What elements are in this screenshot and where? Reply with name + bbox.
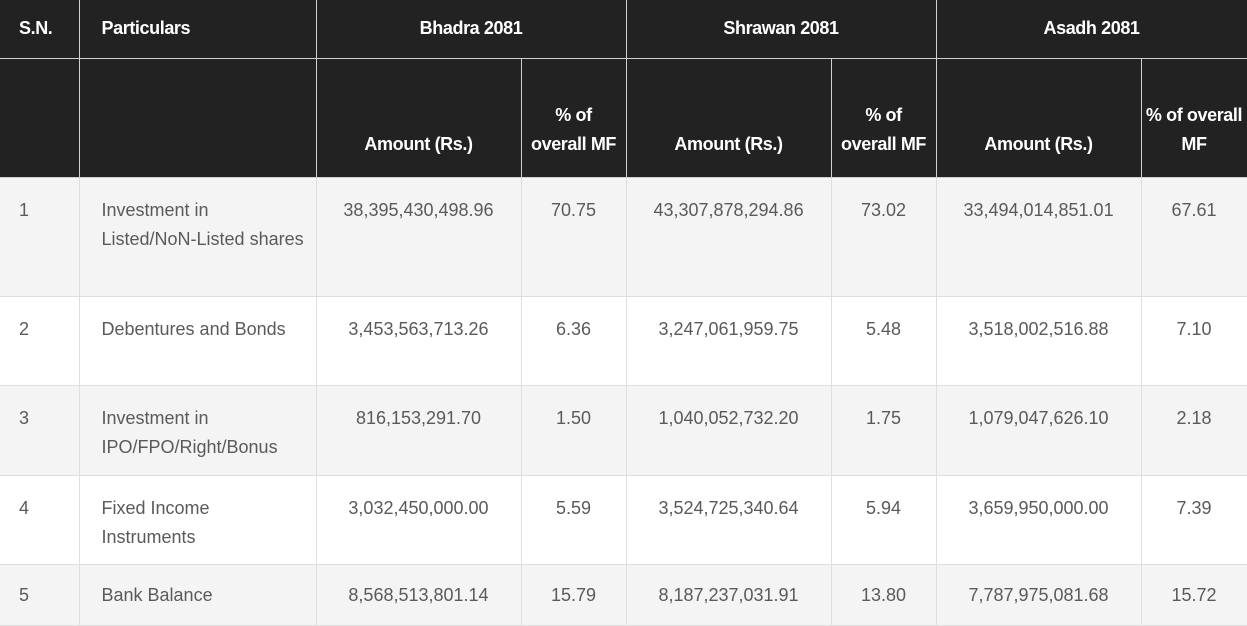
cell-bhadra-amount: 8,568,513,801.14 [315,563,522,626]
header-asadh-pct: % of overall MF [1140,57,1247,178]
cell-shrawan-amount: 43,307,878,294.86 [625,176,832,297]
cell-sn: 2 [0,295,80,386]
cell-asadh-amount: 33,494,014,851.01 [935,176,1142,297]
header-shrawan-amount: Amount (Rs.) [625,57,832,178]
cell-asadh-amount: 7,787,975,081.68 [935,563,1142,626]
cell-shrawan-pct: 73.02 [830,176,937,297]
cell-particulars: Debentures and Bonds [78,295,317,386]
cell-bhadra-pct: 6.36 [520,295,627,386]
cell-bhadra-pct: 5.59 [520,474,627,565]
header-period-shrawan: Shrawan 2081 [625,0,937,59]
cell-asadh-amount: 3,659,950,000.00 [935,474,1142,565]
header-particulars: Particulars [78,0,317,59]
cell-sn: 1 [0,176,80,297]
cell-sn: 3 [0,384,80,476]
header-row-subcolumns: Amount (Rs.) % of overall MF Amount (Rs.… [0,57,1247,178]
cell-asadh-pct: 67.61 [1140,176,1247,297]
header-particulars-blank [78,57,317,178]
cell-bhadra-pct: 70.75 [520,176,627,297]
cell-shrawan-amount: 8,187,237,031.91 [625,563,832,626]
header-period-bhadra: Bhadra 2081 [315,0,627,59]
table-row: 3 Investment in IPO/FPO/Right/Bonus 816,… [0,384,1247,476]
header-row-periods: S.N. Particulars Bhadra 2081 Shrawan 208… [0,0,1247,59]
cell-shrawan-amount: 3,247,061,959.75 [625,295,832,386]
header-bhadra-pct: % of overall MF [520,57,627,178]
cell-bhadra-amount: 3,032,450,000.00 [315,474,522,565]
table-row: 5 Bank Balance 8,568,513,801.14 15.79 8,… [0,563,1247,626]
cell-shrawan-pct: 5.94 [830,474,937,565]
cell-particulars: Fixed Income Instruments [78,474,317,565]
cell-asadh-pct: 7.10 [1140,295,1247,386]
table-row: 2 Debentures and Bonds 3,453,563,713.26 … [0,295,1247,386]
cell-shrawan-pct: 13.80 [830,563,937,626]
header-sn-blank [0,57,80,178]
table-body: 1 Investment in Listed/NoN-Listed shares… [0,176,1247,626]
cell-shrawan-amount: 3,524,725,340.64 [625,474,832,565]
cell-bhadra-amount: 3,453,563,713.26 [315,295,522,386]
table-header: S.N. Particulars Bhadra 2081 Shrawan 208… [0,0,1247,178]
cell-sn: 5 [0,563,80,626]
cell-shrawan-amount: 1,040,052,732.20 [625,384,832,476]
table-row: 4 Fixed Income Instruments 3,032,450,000… [0,474,1247,565]
header-sn: S.N. [0,0,80,59]
cell-bhadra-amount: 38,395,430,498.96 [315,176,522,297]
cell-bhadra-pct: 1.50 [520,384,627,476]
table-row: 1 Investment in Listed/NoN-Listed shares… [0,176,1247,297]
cell-shrawan-pct: 1.75 [830,384,937,476]
cell-asadh-pct: 2.18 [1140,384,1247,476]
cell-asadh-pct: 7.39 [1140,474,1247,565]
cell-particulars: Investment in IPO/FPO/Right/Bonus [78,384,317,476]
cell-sn: 4 [0,474,80,565]
header-shrawan-pct: % of overall MF [830,57,937,178]
cell-bhadra-pct: 15.79 [520,563,627,626]
cell-asadh-pct: 15.72 [1140,563,1247,626]
cell-particulars: Bank Balance [78,563,317,626]
cell-bhadra-amount: 816,153,291.70 [315,384,522,476]
header-bhadra-amount: Amount (Rs.) [315,57,522,178]
cell-asadh-amount: 1,079,047,626.10 [935,384,1142,476]
cell-particulars: Investment in Listed/NoN-Listed shares [78,176,317,297]
cell-shrawan-pct: 5.48 [830,295,937,386]
header-period-asadh: Asadh 2081 [935,0,1247,59]
header-asadh-amount: Amount (Rs.) [935,57,1142,178]
cell-asadh-amount: 3,518,002,516.88 [935,295,1142,386]
